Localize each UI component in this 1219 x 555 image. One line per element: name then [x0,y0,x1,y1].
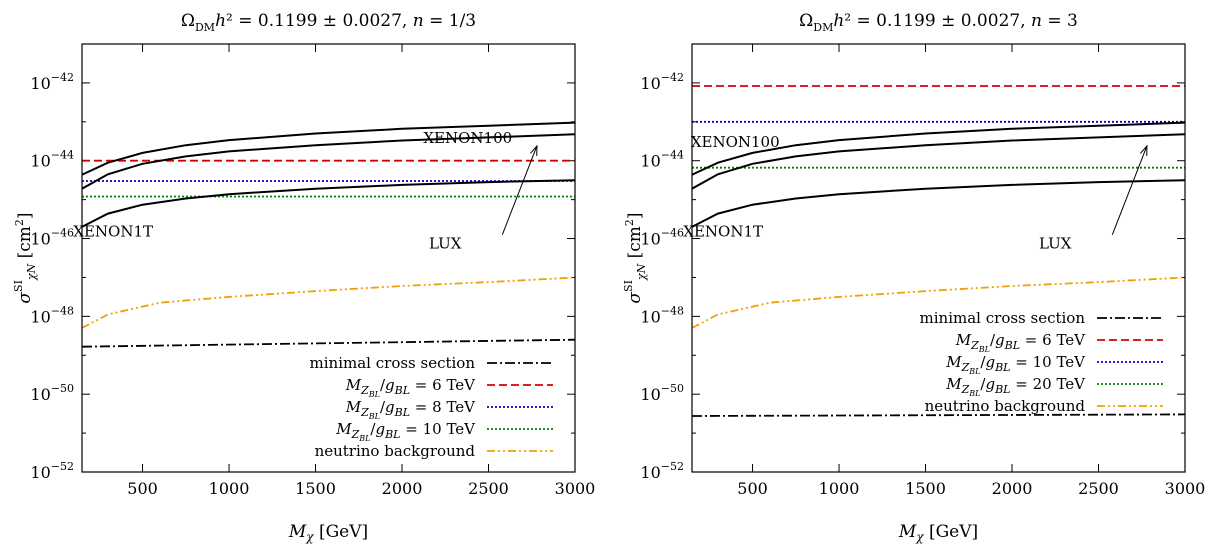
series-group [82,121,575,348]
series-line-4 [692,276,1185,329]
y-tick-label: 10−42 [30,71,74,93]
x-tick-label: 1500 [905,479,946,498]
annotation-lux: LUX [429,234,462,252]
y-tick-label: 10−52 [640,460,684,482]
y-tick-label: 10−50 [640,382,684,404]
legend-label-0: minimal cross section [310,354,476,372]
limit-curve-5 [692,121,1185,176]
y-tick-label: 10−44 [30,149,74,171]
annotation-lux: LUX [1039,234,1072,252]
annotation-xenon100: XENON100 [691,133,780,151]
x-tick-label: 2500 [468,479,509,498]
x-tick-label: 3000 [555,479,596,498]
x-tick-label: 2500 [1078,479,1119,498]
legend-label-4: neutrino background [315,442,476,460]
left-chart: ΩDMh² = 0.1199 ± 0.0027, n = 1/3 500 1000 1… [12,11,596,544]
y-tick-label: 10−46 [30,227,74,249]
y-tick-label: 10−44 [640,149,684,171]
y-tick-label: 10−48 [640,304,684,326]
series-line-0 [82,338,575,348]
lux-arrow-head [1139,144,1148,156]
legend-label-2: MZBL/gBL = 8 TeV [345,398,476,421]
lux-arrow-line [1111,145,1148,235]
annotation-xenon1t: XENON1T [683,223,763,241]
limit-curve-7 [82,179,575,228]
lux-arrow-line [501,145,538,235]
limit-curve-6 [692,133,1185,190]
left-chart-panel: ΩDMh² = 0.1199 ± 0.0027, n = 1/3 500 1000 1… [0,0,600,551]
x-tick-label: 1500 [295,479,336,498]
y-axis-label: σSIχN [cm2] [622,212,648,303]
x-tick-label: 3000 [1165,479,1206,498]
limit-curve-7 [692,179,1185,228]
x-tick-label: 1000 [819,479,860,498]
x-tick-label: 500 [737,479,768,498]
lux-arrow-head [529,144,538,156]
x-tick-label: 2000 [992,479,1033,498]
series-group [692,85,1185,417]
legend-label-3: MZBL/gBL = 10 TeV [335,420,476,443]
series-line-4 [82,276,575,329]
legend-label-1: MZBL/gBL = 6 TeV [955,331,1086,354]
y-tick-label: 10−46 [640,227,684,249]
x-axis-label: Mχ [GeV] [288,522,368,544]
chart-title: ΩDMh² = 0.1199 ± 0.0027, n = 1/3 [181,11,476,34]
y-tick-label: 10−50 [30,382,74,404]
right-chart: ΩDMh² = 0.1199 ± 0.0027, n = 3 500 1000 150… [622,11,1206,544]
plot-frame [691,43,1186,473]
annotation-xenon100: XENON100 [423,129,512,147]
y-axis-label: σSIχN [cm2] [12,212,38,303]
series-line-0 [692,413,1185,417]
y-tick-label: 10−42 [640,71,684,93]
legend-label-2: MZBL/gBL = 10 TeV [945,353,1086,376]
limit-curve-5 [82,121,575,176]
right-chart-panel: ΩDMh² = 0.1199 ± 0.0027, n = 3 500 1000 150… [610,0,1210,551]
annotation-xenon1t: XENON1T [73,223,153,241]
x-tick-label: 500 [127,479,158,498]
y-tick-label: 10−52 [30,460,74,482]
limit-curve-6 [82,133,575,190]
chart-title: ΩDMh² = 0.1199 ± 0.0027, n = 3 [799,11,1078,34]
x-tick-label: 2000 [382,479,423,498]
plot-frame [81,43,576,473]
legend-label-3: MZBL/gBL = 20 TeV [945,375,1086,398]
legend-label-0: minimal cross section [920,309,1086,327]
legend-label-4: neutrino background [925,397,1086,415]
ticks: 500 1000 1500 2000 2500 3000 10−42 10−44 10−46 10… [640,43,1206,498]
legend-label-1: MZBL/gBL = 6 TeV [345,376,476,399]
y-tick-label: 10−48 [30,304,74,326]
x-axis-label: Mχ [GeV] [898,522,978,544]
ticks: 500 1000 1500 2000 2500 3000 10−42 10−44 10−46 10… [30,43,596,498]
x-tick-label: 1000 [209,479,250,498]
